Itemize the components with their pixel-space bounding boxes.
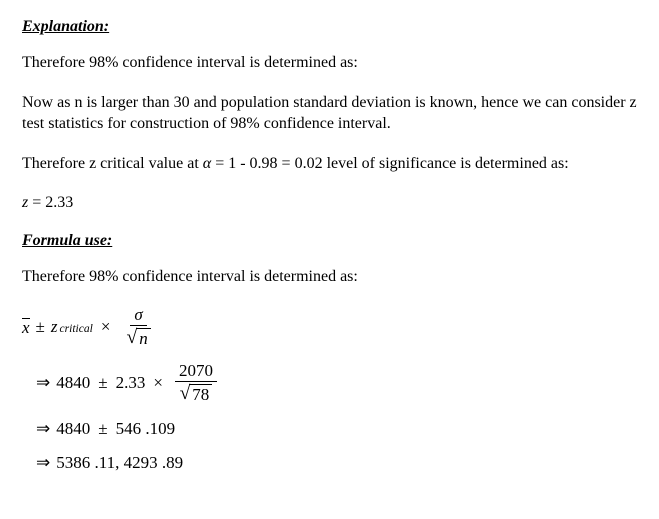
paragraph-2: Now as n is larger than 30 and populatio… xyxy=(22,92,637,135)
step2-mean: 4840 xyxy=(56,419,90,439)
step1-pm: ± xyxy=(98,373,107,393)
double-arrow-icon-3: ⇒ xyxy=(36,453,50,473)
document-page: Explanation: Therefore 98% confidence in… xyxy=(0,0,659,507)
step1-num: 2070 xyxy=(175,362,217,382)
z-value: = 2.33 xyxy=(28,194,73,211)
calc-step-3: ⇒ 5386 .11, 4293 .89 xyxy=(22,453,637,473)
double-arrow-icon-2: ⇒ xyxy=(36,419,50,439)
paragraph-5: Therefore 98% confidence interval is det… xyxy=(22,266,637,288)
sqrt-wrap-n: √ n xyxy=(126,328,150,349)
alpha-expression: α = 1 - 0.98 = 0.02 xyxy=(203,155,327,172)
times-symbol-2: × xyxy=(153,373,163,393)
step1-mean: 4840 xyxy=(56,373,90,393)
paragraph-4: z = 2.33 xyxy=(22,192,637,214)
step3-result: 5386 .11, 4293 .89 xyxy=(56,453,183,473)
double-arrow-icon: ⇒ xyxy=(36,373,50,393)
paragraph-3: Therefore z critical value at α = 1 - 0.… xyxy=(22,153,637,175)
p3-suffix: level of significance is determined as: xyxy=(327,155,569,172)
z-symbol: z xyxy=(51,317,58,337)
sigma-symbol: σ xyxy=(130,306,146,326)
calc-step-1: ⇒ 4840 ± 2.33 × 2070 √ 78 xyxy=(22,362,637,405)
p3-prefix: Therefore z critical value at xyxy=(22,155,203,172)
alpha-eq: = 1 - 0.98 = 0.02 xyxy=(211,155,322,172)
heading-explanation: Explanation: xyxy=(22,18,637,36)
xbar-symbol: x xyxy=(22,318,30,336)
step1-z: 2.33 xyxy=(116,373,146,393)
calc-step-2: ⇒ 4840 ± 546 .109 xyxy=(22,419,637,439)
sqrt-n: √ n xyxy=(122,326,154,349)
step1-fraction: 2070 √ 78 xyxy=(175,362,217,405)
sigma-over-sqrt-n: σ √ n xyxy=(122,306,154,349)
step2-margin: 546 .109 xyxy=(116,419,176,439)
paragraph-1: Therefore 98% confidence interval is det… xyxy=(22,52,637,74)
heading-formula-use: Formula use: xyxy=(22,232,637,250)
times-symbol-1: × xyxy=(101,317,111,337)
step2-pm: ± xyxy=(98,419,107,439)
step1-den: √ 78 xyxy=(176,382,217,405)
critical-subscript: critical xyxy=(60,322,93,335)
pm-symbol: ± xyxy=(36,317,45,337)
alpha-var: α xyxy=(203,155,211,172)
sqrt-wrap-78: √ 78 xyxy=(180,384,213,405)
formula-general: x ± z critical × σ √ n xyxy=(22,306,637,349)
radicand-78: 78 xyxy=(189,384,212,405)
radicand-n: n xyxy=(136,328,151,349)
